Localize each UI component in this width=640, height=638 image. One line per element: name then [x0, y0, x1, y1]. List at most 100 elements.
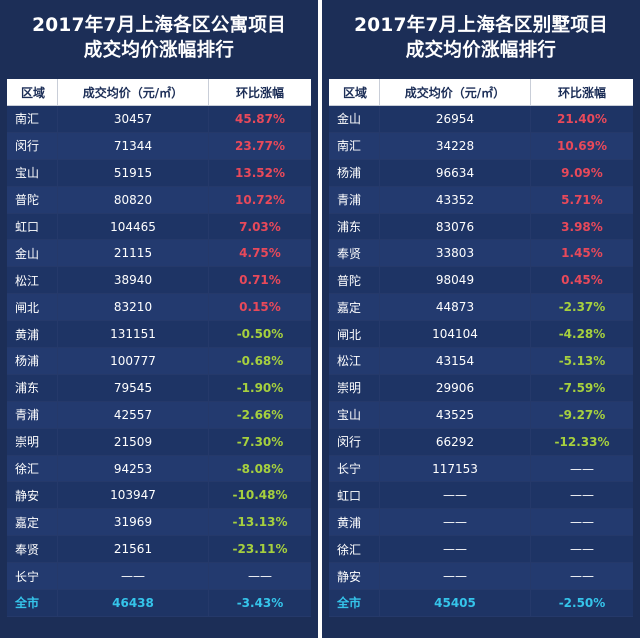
- table-row: 普陀 80820 10.72%: [7, 186, 311, 214]
- region-cell: 嘉定: [7, 509, 57, 536]
- region-cell: 闵行: [329, 428, 379, 455]
- change-cell: -5.13%: [530, 348, 633, 374]
- table-row: 徐汇 94253 -8.08%: [7, 455, 311, 483]
- total-row: 全市 46438 -3.43%: [7, 590, 311, 617]
- region-cell: 虹口: [7, 213, 57, 240]
- region-cell: 南汇: [7, 106, 57, 132]
- region-cell: 徐汇: [329, 536, 379, 563]
- table-row: 静安 —— ——: [329, 563, 633, 591]
- table-row: 静安 103947 -10.48%: [7, 482, 311, 510]
- table-row: 浦东 83076 3.98%: [329, 213, 633, 241]
- price-cell: 131151: [57, 321, 208, 348]
- total-price-cell: 45405: [379, 590, 530, 616]
- change-cell: ——: [530, 482, 633, 509]
- change-cell: -1.90%: [208, 374, 311, 401]
- change-cell: 0.15%: [208, 294, 311, 321]
- change-cell: 10.69%: [530, 132, 633, 159]
- price-cell: 21509: [57, 428, 208, 455]
- region-cell: 杨浦: [329, 159, 379, 186]
- table-row: 奉贤 33803 1.45%: [329, 240, 633, 268]
- region-cell: 闵行: [7, 132, 57, 159]
- change-cell: 21.40%: [530, 106, 633, 132]
- total-row: 全市 45405 -2.50%: [329, 590, 633, 617]
- table-row: 闸北 104104 -4.28%: [329, 321, 633, 349]
- table-row: 南汇 34228 10.69%: [329, 132, 633, 160]
- region-cell: 松江: [7, 267, 57, 294]
- total-change-cell: -3.43%: [208, 590, 311, 616]
- change-cell: 7.03%: [208, 213, 311, 240]
- header-region: 区域: [7, 79, 57, 105]
- change-cell: -8.08%: [208, 455, 311, 482]
- table-row: 普陀 98049 0.45%: [329, 267, 633, 295]
- region-cell: 黄浦: [7, 321, 57, 348]
- table-row: 嘉定 31969 -13.13%: [7, 509, 311, 537]
- change-cell: -9.27%: [530, 401, 633, 428]
- table-row: 闵行 66292 -12.33%: [329, 428, 633, 456]
- price-cell: 66292: [379, 428, 530, 455]
- price-cell: 34228: [379, 132, 530, 159]
- price-cell: 43154: [379, 348, 530, 374]
- table-row: 徐汇 —— ——: [329, 536, 633, 564]
- table-row: 虹口 —— ——: [329, 482, 633, 510]
- total-region-cell: 全市: [329, 590, 379, 616]
- region-cell: 金山: [329, 106, 379, 132]
- price-cell: 96634: [379, 159, 530, 186]
- price-cell: 44873: [379, 294, 530, 321]
- region-cell: 浦东: [7, 374, 57, 401]
- price-cell: 51915: [57, 159, 208, 186]
- villa-table: 区域 成交均价（元/㎡） 环比涨幅 金山 26954 21.40% 南汇 34228 10.69…: [329, 79, 633, 617]
- table-row: 长宁 —— ——: [7, 563, 311, 591]
- region-cell: 青浦: [329, 186, 379, 213]
- price-cell: 29906: [379, 374, 530, 401]
- apartment-title-line1: 2017年7月上海各区公寓项目: [32, 15, 286, 36]
- price-cell: ——: [379, 482, 530, 509]
- table-row: 嘉定 44873 -2.37%: [329, 294, 633, 322]
- apartment-panel: 2017年7月上海各区公寓项目 成交均价涨幅排行 区域 成交均价（元/㎡） 环比涨幅…: [0, 0, 318, 638]
- villa-title-line2: 成交均价涨幅排行: [405, 40, 557, 61]
- price-cell: 104104: [379, 321, 530, 348]
- region-cell: 杨浦: [7, 348, 57, 374]
- villa-title-line1: 2017年7月上海各区别墅项目: [354, 15, 608, 36]
- region-cell: 长宁: [7, 563, 57, 590]
- price-cell: 94253: [57, 455, 208, 482]
- region-cell: 长宁: [329, 455, 379, 482]
- change-cell: -0.50%: [208, 321, 311, 348]
- price-cell: 43352: [379, 186, 530, 213]
- table-row: 长宁 117153 ——: [329, 455, 633, 483]
- apartment-title: 2017年7月上海各区公寓项目 成交均价涨幅排行: [0, 0, 318, 76]
- region-cell: 青浦: [7, 401, 57, 428]
- region-cell: 闸北: [329, 321, 379, 348]
- table-row: 闸北 83210 0.15%: [7, 294, 311, 322]
- table-header-row: 区域 成交均价（元/㎡） 环比涨幅: [329, 79, 633, 106]
- change-cell: 5.71%: [530, 186, 633, 213]
- price-cell: 21561: [57, 536, 208, 563]
- table-row: 崇明 29906 -7.59%: [329, 374, 633, 402]
- villa-title: 2017年7月上海各区别墅项目 成交均价涨幅排行: [322, 0, 640, 76]
- region-cell: 金山: [7, 240, 57, 267]
- table-row: 松江 38940 0.71%: [7, 267, 311, 295]
- table-row: 奉贤 21561 -23.11%: [7, 536, 311, 564]
- price-cell: 30457: [57, 106, 208, 132]
- apartment-table: 区域 成交均价（元/㎡） 环比涨幅 南汇 30457 45.87% 闵行 71344 23.77…: [7, 79, 311, 617]
- price-cell: 43525: [379, 401, 530, 428]
- change-cell: 45.87%: [208, 106, 311, 132]
- change-cell: -2.37%: [530, 294, 633, 321]
- price-cell: ——: [57, 563, 208, 590]
- table-row: 金山 21115 4.75%: [7, 240, 311, 268]
- region-cell: 宝山: [329, 401, 379, 428]
- change-cell: ——: [530, 455, 633, 482]
- change-cell: -7.30%: [208, 428, 311, 455]
- change-cell: ——: [530, 563, 633, 590]
- region-cell: 普陀: [7, 186, 57, 213]
- table-row: 青浦 43352 5.71%: [329, 186, 633, 214]
- table-row: 崇明 21509 -7.30%: [7, 428, 311, 456]
- apartment-title-line2: 成交均价涨幅排行: [83, 40, 235, 61]
- price-cell: 26954: [379, 106, 530, 132]
- table-row: 松江 43154 -5.13%: [329, 348, 633, 375]
- change-cell: -12.33%: [530, 428, 633, 455]
- header-region: 区域: [329, 79, 379, 105]
- table-row: 杨浦 96634 9.09%: [329, 159, 633, 187]
- region-cell: 静安: [329, 563, 379, 590]
- table-row: 宝山 43525 -9.27%: [329, 401, 633, 429]
- price-cell: 104465: [57, 213, 208, 240]
